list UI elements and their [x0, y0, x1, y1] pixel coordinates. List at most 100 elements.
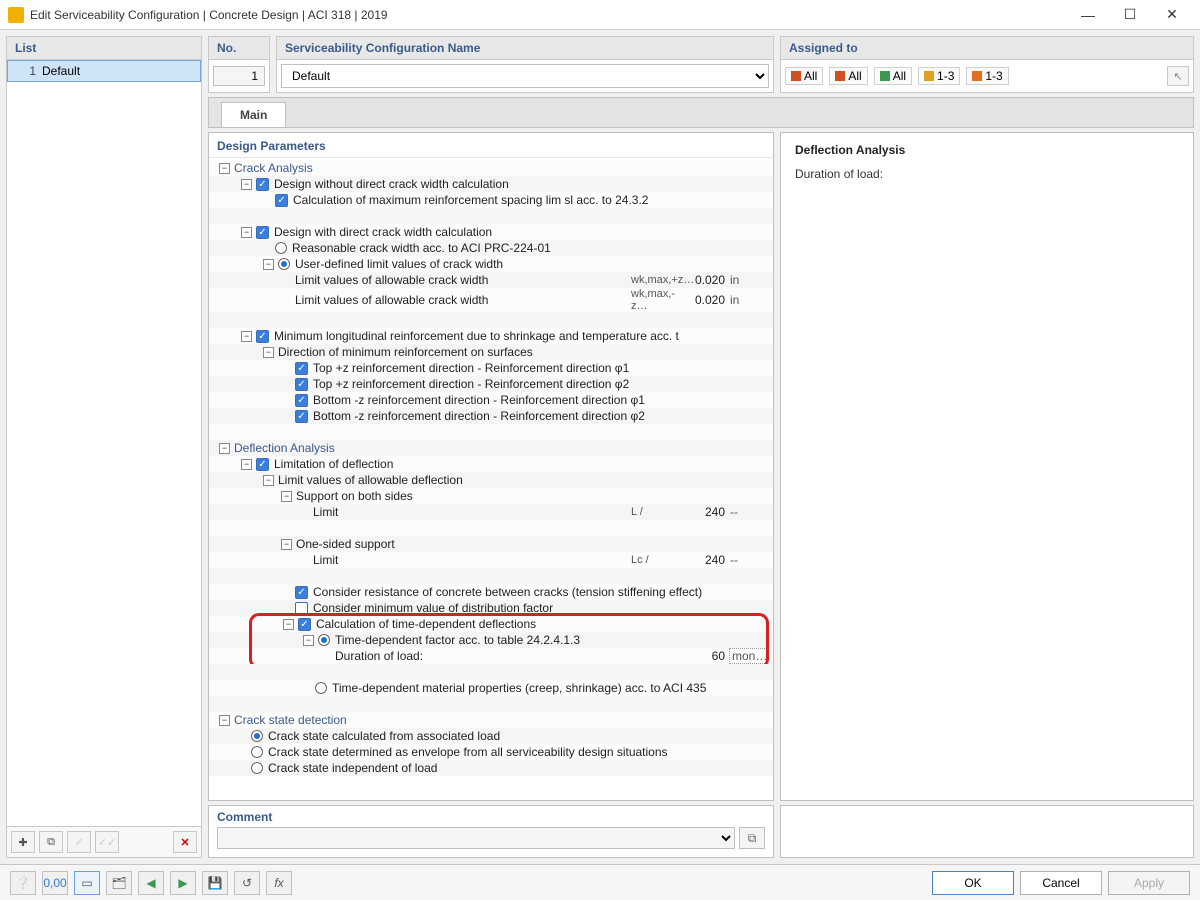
expand-toggle[interactable]: −: [241, 179, 252, 190]
pick-in-view-button[interactable]: ↖: [1167, 66, 1189, 86]
param-value[interactable]: 60: [691, 649, 729, 663]
radio[interactable]: [251, 762, 263, 774]
prev-button[interactable]: ◀: [138, 871, 164, 895]
assigned-chip[interactable]: All: [829, 67, 867, 85]
radio[interactable]: [251, 746, 263, 758]
checkbox[interactable]: [256, 178, 269, 191]
list-item[interactable]: 1 Default: [7, 60, 201, 82]
expand-toggle[interactable]: −: [263, 259, 274, 270]
expand-toggle[interactable]: −: [263, 347, 274, 358]
param-label: Support on both sides: [296, 489, 767, 503]
view-button[interactable]: ▭: [74, 871, 100, 895]
assigned-chip[interactable]: 1-3: [918, 67, 960, 85]
check-all-button[interactable]: ✓✓: [95, 831, 119, 853]
units-button[interactable]: 0,00: [42, 871, 68, 895]
expand-toggle[interactable]: −: [219, 163, 230, 174]
no-input[interactable]: [213, 66, 265, 86]
close-button[interactable]: ✕: [1152, 1, 1192, 29]
no-header: No.: [208, 36, 270, 60]
param-label: Direction of minimum reinforcement on su…: [278, 345, 767, 359]
param-label: Calculation of time-dependent deflection…: [316, 617, 767, 631]
member-icon: [835, 71, 845, 81]
comment-side-placeholder: [780, 805, 1194, 858]
param-label: Minimum longitudinal reinforcement due t…: [274, 329, 767, 343]
delete-button[interactable]: ✕: [173, 831, 197, 853]
expand-toggle[interactable]: −: [241, 331, 252, 342]
param-label: Top +z reinforcement direction - Reinfor…: [313, 361, 767, 375]
expand-toggle[interactable]: −: [241, 227, 252, 238]
param-label: Bottom -z reinforcement direction - Rein…: [313, 409, 767, 423]
tree-button[interactable]: 🗂: [106, 871, 132, 895]
param-label: User-defined limit values of crack width: [295, 257, 767, 271]
list-item-name: Default: [42, 64, 80, 78]
expand-toggle[interactable]: −: [219, 443, 230, 454]
expand-toggle[interactable]: −: [303, 635, 314, 646]
expand-toggle[interactable]: −: [219, 715, 230, 726]
assigned-chip[interactable]: All: [874, 67, 912, 85]
fx-button[interactable]: fx: [266, 871, 292, 895]
checkbox[interactable]: [295, 362, 308, 375]
expand-toggle[interactable]: −: [281, 491, 292, 502]
checkbox[interactable]: [295, 378, 308, 391]
radio[interactable]: [318, 634, 330, 646]
param-label: Duration of load:: [335, 649, 631, 663]
param-label: Limit values of allowable crack width: [295, 293, 631, 307]
check-button[interactable]: ✓: [67, 831, 91, 853]
param-value[interactable]: 0.020: [691, 293, 729, 307]
param-unit[interactable]: mon…: [729, 648, 767, 664]
expand-toggle[interactable]: −: [263, 475, 274, 486]
help-button[interactable]: ❔: [10, 871, 36, 895]
radio[interactable]: [278, 258, 290, 270]
comment-copy-button[interactable]: ⧉: [739, 827, 765, 849]
title-bar: Edit Serviceability Configuration | Conc…: [0, 0, 1200, 30]
param-label: Limit: [313, 505, 631, 519]
ok-button[interactable]: OK: [932, 871, 1014, 895]
checkbox[interactable]: [295, 602, 308, 615]
cancel-button[interactable]: Cancel: [1020, 871, 1102, 895]
param-label: Crack state determined as envelope from …: [268, 745, 767, 759]
expand-toggle[interactable]: −: [241, 459, 252, 470]
name-select[interactable]: Default: [281, 64, 769, 88]
apply-button[interactable]: Apply: [1108, 871, 1190, 895]
next-button[interactable]: ▶: [170, 871, 196, 895]
app-icon: [8, 7, 24, 23]
checkbox[interactable]: [295, 394, 308, 407]
radio[interactable]: [251, 730, 263, 742]
radio[interactable]: [315, 682, 327, 694]
set-icon: [972, 71, 982, 81]
param-value[interactable]: 240: [691, 505, 729, 519]
tab-main[interactable]: Main: [221, 102, 286, 127]
checkbox[interactable]: [256, 330, 269, 343]
list-item-num: 1: [16, 64, 36, 78]
save-button[interactable]: 💾: [202, 871, 228, 895]
radio[interactable]: [275, 242, 287, 254]
reset-button[interactable]: ↺: [234, 871, 260, 895]
param-value[interactable]: 0.020: [691, 273, 729, 287]
comment-input[interactable]: [217, 827, 735, 849]
maximize-button[interactable]: ☐: [1110, 1, 1150, 29]
copy-button[interactable]: ⧉: [39, 831, 63, 853]
param-label: Limit values of allowable crack width: [295, 273, 631, 287]
checkbox[interactable]: [256, 226, 269, 239]
checkbox[interactable]: [298, 618, 311, 631]
checkbox[interactable]: [275, 194, 288, 207]
checkbox[interactable]: [295, 586, 308, 599]
expand-toggle[interactable]: −: [281, 539, 292, 550]
comment-label: Comment: [217, 810, 765, 824]
param-value[interactable]: 240: [691, 553, 729, 567]
param-label: Crack state calculated from associated l…: [268, 729, 767, 743]
design-params-title: Design Parameters: [209, 133, 773, 158]
tab-strip: Main: [209, 98, 1193, 128]
minimize-button[interactable]: —: [1068, 1, 1108, 29]
window-title: Edit Serviceability Configuration | Conc…: [30, 8, 1068, 22]
assigned-chip[interactable]: All: [785, 67, 823, 85]
group-deflection: Deflection Analysis: [234, 441, 767, 455]
assigned-chip[interactable]: 1-3: [966, 67, 1008, 85]
new-button[interactable]: ✚: [11, 831, 35, 853]
design-parameters-panel: Design Parameters −Crack Analysis −Desig…: [208, 132, 774, 801]
expand-toggle[interactable]: −: [283, 619, 294, 630]
checkbox[interactable]: [295, 410, 308, 423]
checkbox[interactable]: [256, 458, 269, 471]
param-label: Time-dependent material properties (cree…: [332, 681, 767, 695]
param-symbol: Lc /: [631, 554, 691, 566]
